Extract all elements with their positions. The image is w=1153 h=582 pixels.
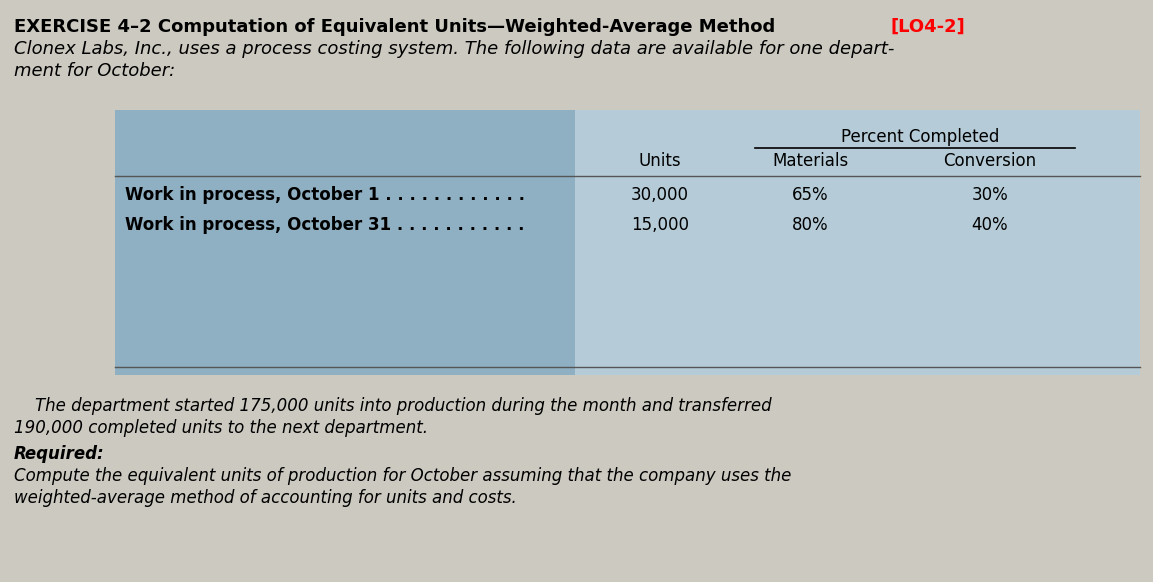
Text: The department started 175,000 units into production during the month and transf: The department started 175,000 units int…	[14, 397, 771, 415]
Text: ment for October:: ment for October:	[14, 62, 175, 80]
Text: [LO4-2]: [LO4-2]	[890, 18, 965, 36]
Text: Conversion: Conversion	[943, 152, 1037, 170]
Text: Clonex Labs, Inc., uses a process costing system. The following data are availab: Clonex Labs, Inc., uses a process costin…	[14, 40, 895, 58]
Bar	[115, 110, 575, 375]
Text: 80%: 80%	[792, 216, 828, 234]
Text: weighted-average method of accounting for units and costs.: weighted-average method of accounting fo…	[14, 489, 517, 507]
Text: Units: Units	[639, 152, 681, 170]
Text: 30%: 30%	[972, 186, 1009, 204]
Text: Work in process, October 1 . . . . . . . . . . . .: Work in process, October 1 . . . . . . .…	[125, 186, 525, 204]
Text: Percent Completed: Percent Completed	[841, 128, 1000, 146]
Text: Compute the equivalent units of production for October assuming that the company: Compute the equivalent units of producti…	[14, 467, 791, 485]
Text: 15,000: 15,000	[631, 216, 689, 234]
Text: Work in process, October 31 . . . . . . . . . . .: Work in process, October 31 . . . . . . …	[125, 216, 525, 234]
Bar	[575, 110, 1140, 375]
Text: EXERCISE 4–2 Computation of Equivalent Units—Weighted-Average Method: EXERCISE 4–2 Computation of Equivalent U…	[14, 18, 782, 36]
Text: 65%: 65%	[792, 186, 828, 204]
Text: 40%: 40%	[972, 216, 1009, 234]
Text: Required:: Required:	[14, 445, 105, 463]
Text: 190,000 completed units to the next department.: 190,000 completed units to the next depa…	[14, 419, 428, 437]
Text: 30,000: 30,000	[631, 186, 689, 204]
Text: Materials: Materials	[771, 152, 849, 170]
